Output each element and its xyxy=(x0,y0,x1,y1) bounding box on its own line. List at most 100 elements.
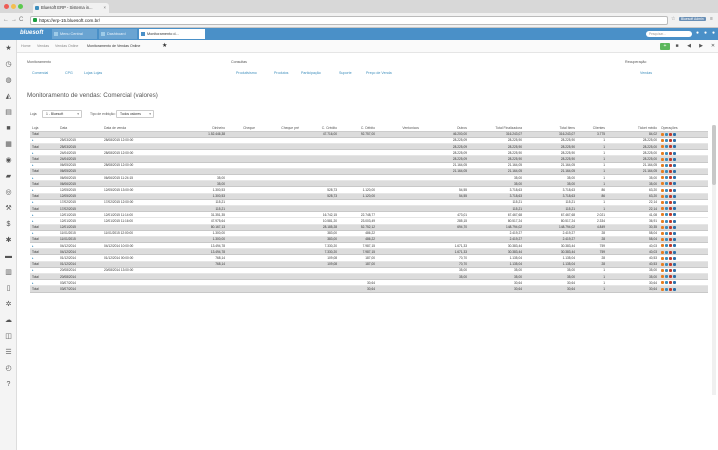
edit-icon[interactable] xyxy=(661,194,664,198)
total-row[interactable]: Total 01/12/2014 768,14 109,08 187,00 70,70 1.… xyxy=(30,261,708,268)
total-row[interactable]: Total 11/01/2015 1.300,00 383,00 486,22 2.419… xyxy=(30,236,708,244)
export-icon[interactable] xyxy=(673,225,676,229)
expand-icon[interactable]: ▸ xyxy=(32,175,34,180)
chart-icon[interactable]: ◭ xyxy=(5,93,12,100)
export-icon[interactable] xyxy=(673,139,676,143)
bookmark-star-icon[interactable]: ☆ xyxy=(671,16,676,22)
monitor-icon[interactable] xyxy=(665,182,668,186)
forward-icon[interactable]: → xyxy=(11,17,17,23)
export-icon[interactable] xyxy=(673,170,676,174)
expand-icon[interactable]: ▸ xyxy=(32,268,34,273)
menu-link-preco-venda[interactable]: Preço de Venda xyxy=(366,71,392,75)
export-icon[interactable] xyxy=(673,238,676,242)
table-row[interactable]: ▸ 12/01/2015 12/01/2015 11:16:00 47.975,64 1… xyxy=(30,217,708,225)
expand-icon[interactable]: ▸ xyxy=(32,200,34,205)
expand-icon[interactable]: ▸ xyxy=(32,231,34,236)
table-row[interactable]: ▸ 06/06/2015 06/06/2015 11:24:15 35,00 35,00… xyxy=(30,174,708,182)
prev-icon[interactable]: ◀ xyxy=(687,43,691,49)
column-header[interactable]: Ventonicos xyxy=(377,125,421,132)
device-icon[interactable]: ▯ xyxy=(6,285,11,292)
monitor-icon[interactable] xyxy=(665,281,668,285)
edit-icon[interactable] xyxy=(661,170,664,174)
print-icon[interactable] xyxy=(669,182,672,186)
edit-icon[interactable] xyxy=(661,287,664,291)
total-row[interactable]: Total 12/05/2015 1.300,53 528,73 1.120,00 54,… xyxy=(30,193,708,200)
monitor-icon[interactable] xyxy=(665,188,668,192)
column-header[interactable]: Data de venda xyxy=(102,125,172,132)
edit-icon[interactable] xyxy=(661,238,664,242)
monitor-icon[interactable] xyxy=(665,269,668,273)
profile-button[interactable]: Bluesoft Admin xyxy=(679,17,706,21)
app-tab-menu-central[interactable]: Menu Central xyxy=(52,29,97,39)
print-icon[interactable] xyxy=(669,219,672,223)
export-icon[interactable] xyxy=(673,157,676,161)
wrench-icon[interactable]: ⚒ xyxy=(5,205,12,212)
edit-icon[interactable] xyxy=(661,188,664,192)
column-header[interactable]: C. Crédito xyxy=(301,125,339,132)
favorite-star-icon[interactable]: ★ xyxy=(162,43,168,49)
print-icon[interactable] xyxy=(669,145,672,149)
menu-link-lojas[interactable]: Lojas Lojas xyxy=(84,71,103,75)
monitor-icon[interactable] xyxy=(665,250,668,254)
column-header[interactable]: Ticket médio xyxy=(607,125,659,132)
print-icon[interactable] xyxy=(669,281,672,285)
table-row[interactable]: ▸ 12/01/2015 12/01/2015 11:14:00 31.351,35 1… xyxy=(30,211,708,219)
expand-icon[interactable]: ▸ xyxy=(32,212,34,217)
edit-icon[interactable] xyxy=(661,132,664,136)
monitor-icon[interactable] xyxy=(665,238,668,242)
monitor-icon[interactable] xyxy=(665,194,668,198)
export-icon[interactable] xyxy=(673,176,676,180)
column-header[interactable]: Total Finalizadora xyxy=(469,125,524,132)
clock-history-icon[interactable]: ◴ xyxy=(5,365,12,372)
print-icon[interactable] xyxy=(669,231,672,235)
app-search-input[interactable]: Pesquisar... xyxy=(646,31,692,37)
address-bar[interactable]: https://erp-15.bluesoft.com.br/ xyxy=(30,16,668,25)
export-icon[interactable] xyxy=(673,201,676,204)
add-button[interactable]: + xyxy=(660,43,670,50)
print-icon[interactable] xyxy=(669,163,672,167)
export-icon[interactable] xyxy=(673,250,676,254)
expand-icon[interactable]: ▸ xyxy=(32,280,34,285)
total-row[interactable]: Total 1.52.446,38 47.716,00 92.757,00 46.200… xyxy=(30,131,708,138)
total-row[interactable]: Total 12/01/2015 80.167,13 28.185,28 52.752,… xyxy=(30,224,708,231)
edit-icon[interactable] xyxy=(661,176,664,180)
cloud-icon[interactable]: ☁ xyxy=(5,317,12,324)
breadcrumb-vendas[interactable]: Vendas xyxy=(37,44,49,48)
monitor-icon[interactable] xyxy=(665,157,668,161)
monitor-icon[interactable] xyxy=(665,262,668,266)
scrollbar-thumb[interactable] xyxy=(712,125,716,185)
export-icon[interactable] xyxy=(673,244,676,248)
menu-link-produtivismo[interactable]: Produtivismo xyxy=(236,71,257,75)
export-icon[interactable] xyxy=(673,132,676,136)
clock-icon[interactable]: ◷ xyxy=(5,61,12,68)
edit-icon[interactable] xyxy=(661,262,664,266)
app-tab-dashboard[interactable]: Dashboard xyxy=(99,29,137,39)
bell-icon[interactable]: ● xyxy=(695,30,700,36)
monitor-icon[interactable] xyxy=(665,132,668,136)
total-row[interactable]: Total 25/03/2015 28.225,09 28.225,90 28.225,… xyxy=(30,143,708,151)
monitor-icon[interactable] xyxy=(665,231,668,235)
star-icon[interactable]: ★ xyxy=(5,45,12,52)
menu-link-participacao[interactable]: Participação xyxy=(301,71,321,75)
total-row[interactable]: Total 17/02/2015 115,21 115,21 115,21 1 22,14 xyxy=(30,205,708,213)
car-icon[interactable]: ▬ xyxy=(5,253,12,260)
print-icon[interactable] xyxy=(669,207,672,211)
edit-icon[interactable] xyxy=(661,281,664,285)
monitor-icon[interactable] xyxy=(665,176,668,180)
print-icon[interactable] xyxy=(669,139,672,143)
print-icon[interactable] xyxy=(669,194,672,198)
table-row[interactable]: ▸ 12/05/2015 12/05/2015 13:00:00 1.300,53 52… xyxy=(30,186,708,194)
export-icon[interactable] xyxy=(673,188,676,192)
total-row[interactable]: Total 04/12/2014 13.494,78 7.330,20 7.987,15… xyxy=(30,248,708,256)
table-row[interactable]: ▸ 03/07/2014 30,64 30,64 30,64 1 30,64 xyxy=(30,279,708,287)
monitor-icon[interactable] xyxy=(665,275,668,279)
edit-icon[interactable] xyxy=(661,256,664,260)
edit-icon[interactable] xyxy=(661,231,664,235)
table-row[interactable]: ▸ 01/12/2014 01/12/2014 00:00:00 768,14 109,… xyxy=(30,254,708,262)
table-row[interactable]: ▸ 17/02/2015 17/02/2015 12:00:00 115,21 115,… xyxy=(30,199,708,206)
tipo-exibicao-select[interactable]: Todos valores ▾ xyxy=(116,110,154,118)
edit-icon[interactable] xyxy=(661,151,664,155)
edit-icon[interactable] xyxy=(661,244,664,248)
export-icon[interactable] xyxy=(673,219,676,223)
group-icon[interactable]: ◎ xyxy=(5,189,12,196)
